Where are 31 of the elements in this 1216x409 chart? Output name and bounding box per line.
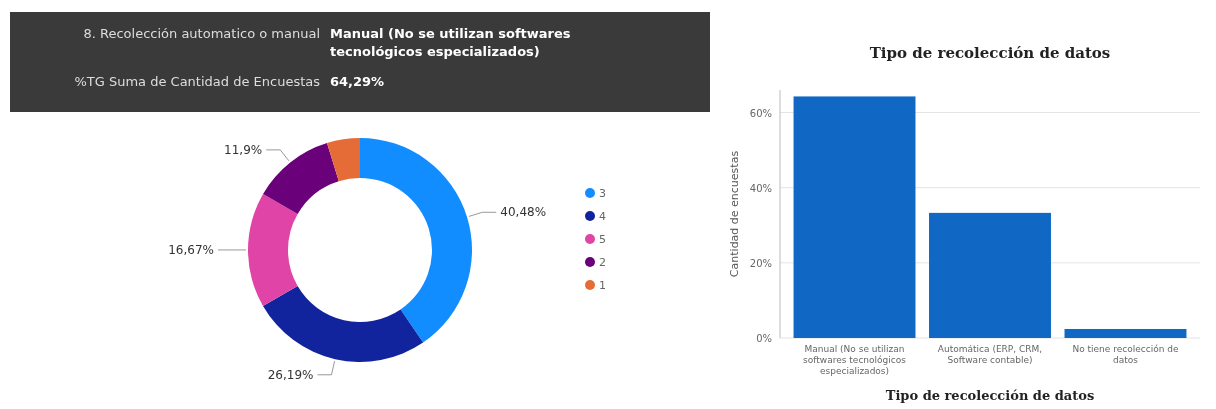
chart-title: Tipo de recolección de datos <box>869 44 1111 62</box>
legend-label: 3 <box>599 187 606 200</box>
y-tick-label: 0% <box>756 333 772 344</box>
bar <box>1064 328 1187 338</box>
bar <box>793 96 916 338</box>
donut-slice <box>360 138 472 343</box>
y-tick-label: 20% <box>749 257 772 269</box>
data-label: 40,48% <box>500 205 547 220</box>
data-label: 11,9% <box>224 142 263 157</box>
legend-label: 1 <box>599 279 606 292</box>
x-axis-title: Tipo de recolección de datos <box>885 388 1095 403</box>
bar <box>929 212 1051 338</box>
data-label: 26,19% <box>267 367 314 382</box>
data-label: 16,67% <box>168 242 214 257</box>
text: 64,29% <box>330 74 385 89</box>
donut-slice <box>263 142 339 214</box>
y-tick-label: 60% <box>749 107 772 119</box>
y-axis-title: Cantidad de encuestas <box>728 150 741 278</box>
legend-label: 5 <box>599 233 606 246</box>
text: %TG Suma de Cantidad de Encuestas <box>74 74 321 89</box>
x-tick-label: Manual (No se utilizan softwares tecnológicos especializados) <box>803 344 907 376</box>
text: 8. Recolección automatico o manual <box>83 26 320 41</box>
legend-label: 4 <box>599 210 606 223</box>
donut-slice <box>327 138 360 182</box>
text: Manual (No se utilizan softwares tecnológicos especializados) <box>330 26 571 59</box>
y-tick-label: 40% <box>749 182 772 194</box>
x-tick-label: Automática (ERP, CRM, Software contable) <box>937 344 1043 365</box>
legend-label: 2 <box>599 256 606 269</box>
donut-slice <box>262 285 424 362</box>
donut-slice <box>248 193 298 306</box>
x-tick-label: No tiene recolección de datos <box>1072 344 1179 365</box>
